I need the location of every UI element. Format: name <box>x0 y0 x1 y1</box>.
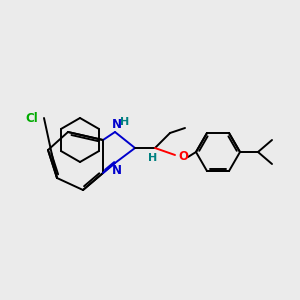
Text: O: O <box>178 151 188 164</box>
Text: N: N <box>112 118 122 131</box>
Text: H: H <box>148 153 158 163</box>
Text: Cl: Cl <box>26 112 38 124</box>
Text: N: N <box>112 164 122 176</box>
Text: H: H <box>120 117 130 127</box>
